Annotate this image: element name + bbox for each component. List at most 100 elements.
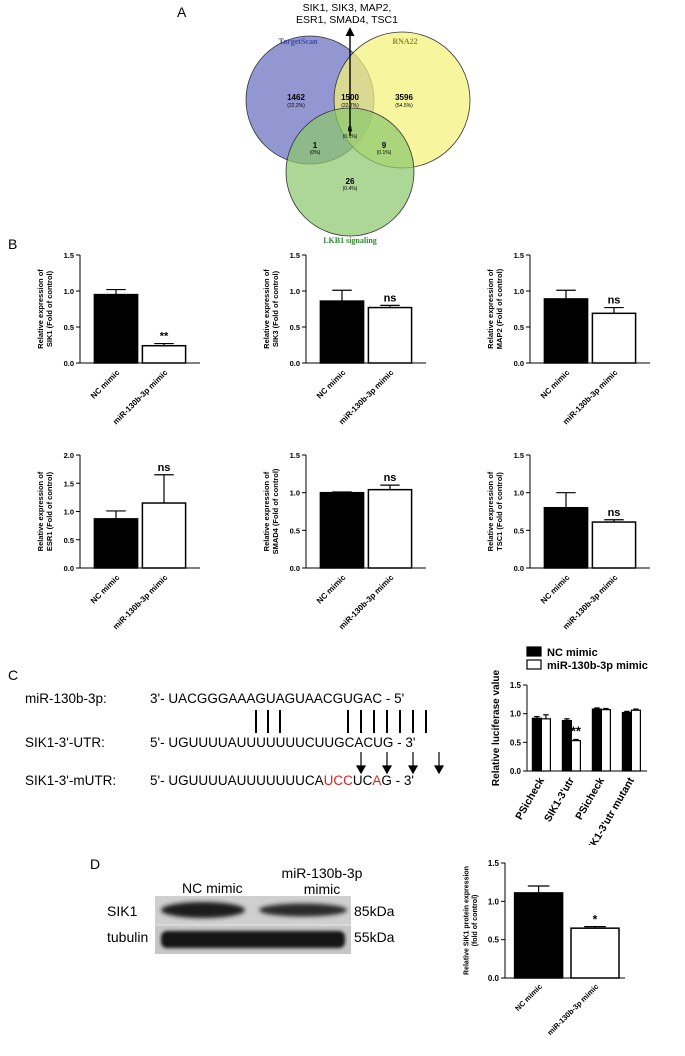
venn-gene-list-line-1: SIK1, SIK3, MAP2, — [303, 2, 392, 14]
mutant-utr-sequence: 5'- UGUUUUAUUUUUUUCAUCCUCAG - 3' — [150, 773, 414, 788]
y-tick-label: 1.0 — [488, 897, 500, 906]
x-tick-label: SIK1-3'utr — [542, 776, 577, 825]
venn-pct-all: (0.1%) — [343, 134, 358, 140]
blot-size-sik1: 85kDa — [354, 903, 395, 919]
bar-mir-mimic — [630, 709, 641, 772]
y-axis-label: SIK1 (Fold of control) — [45, 270, 54, 347]
y-tick-label: 1.5 — [64, 251, 74, 260]
y-tick-label: 0.0 — [290, 359, 300, 368]
blot-row-sik1-label: SIK1 — [107, 903, 138, 919]
mutant-seq-part: 5'- UGUUUUAUUUUUUUC — [150, 773, 315, 788]
significance-label: ns — [608, 295, 621, 307]
bar-mir-mimic — [540, 718, 552, 772]
blot-size-tubulin: 55kDa — [354, 929, 395, 945]
y-tick-label: 1.0 — [514, 287, 524, 296]
y-axis-label: MAP2 (Fold of control) — [495, 268, 504, 349]
y-tick-label: 1.0 — [514, 489, 524, 498]
y-axis-label: Relative expression of — [262, 269, 271, 349]
chart-tsc1-expression: 0.0 0.5 1.0 1.5 Relative expression of TSC1 (… — [486, 451, 650, 631]
y-tick-label: 0.5 — [290, 323, 300, 332]
y-tick-label: 0.5 — [290, 526, 300, 535]
blot-row-tubulin-label: tubulin — [107, 929, 149, 945]
y-axis-label: Relative expression of — [262, 471, 271, 551]
x-tick-label: miR-130b-3p mimic — [337, 573, 396, 632]
bar-mir-mimic — [591, 521, 637, 569]
y-tick-label: 0.0 — [64, 359, 74, 368]
venn-diagram: SIK1, SIK3, MAP2, ESR1, SMAD4, TSC1 Targ… — [245, 2, 471, 245]
bar-nc-mimic — [319, 300, 365, 364]
y-axis-label: Relative luciferase value — [491, 669, 502, 786]
y-tick-label: 1.5 — [64, 479, 74, 488]
mirna-sequence: 3'- UACGGGAAAGUAGUAACGUGAC - 5' — [150, 691, 404, 706]
panel-label-d: D — [90, 856, 101, 872]
panel-label-c: C — [8, 667, 19, 683]
chart-sik3-expression: 0.0 0.5 1.0 1.5 Relative expression of SIK3 (… — [262, 251, 426, 427]
x-tick-label: NC mimic — [539, 573, 572, 606]
significance-label: ns — [158, 462, 171, 474]
y-tick-label: 2.0 — [64, 451, 74, 460]
bar-mir-mimic — [600, 709, 611, 772]
venn-count-ts-rna22: 1500 — [341, 93, 359, 102]
y-tick-label: 0.5 — [488, 936, 500, 945]
bar-nc-mimic — [513, 892, 564, 979]
y-axis-label: TSC1 (Fold of control) — [495, 472, 504, 551]
venn-gene-list-line-2: ESR1, SMAD4, TSC1 — [296, 14, 398, 26]
venn-pct-ts-lkb1: (0%) — [310, 150, 321, 156]
bar-nc-mimic — [93, 293, 139, 364]
legend-swatch — [526, 659, 542, 670]
significance-label: * — [593, 913, 598, 927]
y-tick-label: 0.5 — [64, 323, 74, 332]
venn-count-ts-only: 1462 — [287, 93, 305, 102]
x-tick-label: PSicheck — [573, 775, 607, 822]
venn-label-lkb1: LKB1 signaling — [323, 236, 377, 245]
venn-label-rna22: RNA22 — [392, 37, 417, 46]
y-tick-label: 1.5 — [488, 859, 500, 868]
mutant-seq-part: G - 3' — [381, 773, 414, 788]
bar-nc-mimic — [543, 506, 589, 569]
mirna-label: miR-130b-3p: — [25, 691, 107, 706]
y-tick-label: 0.0 — [488, 974, 500, 983]
y-tick-label: 1.5 — [290, 451, 300, 460]
y-axis-label: SMAD4 (Fold of control) — [271, 468, 280, 554]
bar-nc-mimic — [531, 717, 543, 772]
y-tick-label: 1.5 — [514, 451, 524, 460]
x-tick-label: miR-130b-3p mimic — [561, 368, 620, 427]
y-axis-label: Relative expression of — [36, 471, 45, 551]
mutant-seq-part: A — [315, 773, 324, 788]
y-tick-label: 1.5 — [510, 681, 522, 690]
mutant-seq-part: UC — [353, 773, 373, 788]
bar-mir-mimic — [141, 344, 187, 364]
bar-mir-mimic — [570, 927, 620, 979]
y-axis-label: Relative expression of — [486, 269, 495, 349]
venn-label-targetscan: TargetScan — [279, 37, 318, 46]
x-tick-label: miR-130b-3p mimic — [111, 573, 170, 632]
venn-count-lkb1-only: 26 — [346, 177, 355, 186]
significance-label: ** — [160, 331, 169, 343]
blot-col-mir-line-2: mimic — [303, 881, 341, 897]
venn-count-rna22-lkb1: 9 — [382, 141, 387, 150]
chart-sik1-protein: 0.0 0.5 1.0 1.5 Relative SIK1 protein expres… — [464, 859, 625, 1037]
western-blot-panel: NC mimic miR-130b-3p mimic SIK1 tubulin … — [107, 865, 407, 1016]
mutant-seq-part: A — [372, 773, 381, 788]
panel-label-a: A — [177, 4, 187, 20]
legend-label: NC mimic — [547, 647, 598, 659]
x-tick-label: miR-130b-3p mimic — [337, 368, 396, 427]
y-axis-label: (fold of control) — [472, 895, 479, 947]
mutant-utr-label: SIK1-3'-mUTR: — [25, 773, 116, 788]
blot-col-mir: miR-130b-3p mimic — [266, 865, 378, 897]
significance-label: ** — [571, 723, 582, 738]
bar-mir-mimic — [367, 488, 413, 569]
y-axis-label: Relative SIK1 protein expression — [464, 866, 471, 975]
y-tick-label: 0.5 — [64, 536, 74, 545]
legend-swatch — [526, 646, 542, 657]
chart-luciferase: 0.0 0.5 1.0 1.5 Relative luciferase value PSi… — [491, 646, 648, 845]
venn-count-rna22-only: 3596 — [395, 93, 413, 102]
y-tick-label: 1.0 — [64, 508, 74, 517]
blot-col-nc: NC mimic — [182, 880, 243, 896]
band-sik1-mir — [259, 903, 347, 917]
bar-nc-mimic — [591, 708, 603, 772]
y-tick-label: 0.0 — [290, 564, 300, 573]
x-tick-label: miR-130b-3p mimic — [545, 982, 600, 1037]
y-axis-label: ESR1 (Fold of control) — [45, 471, 54, 551]
